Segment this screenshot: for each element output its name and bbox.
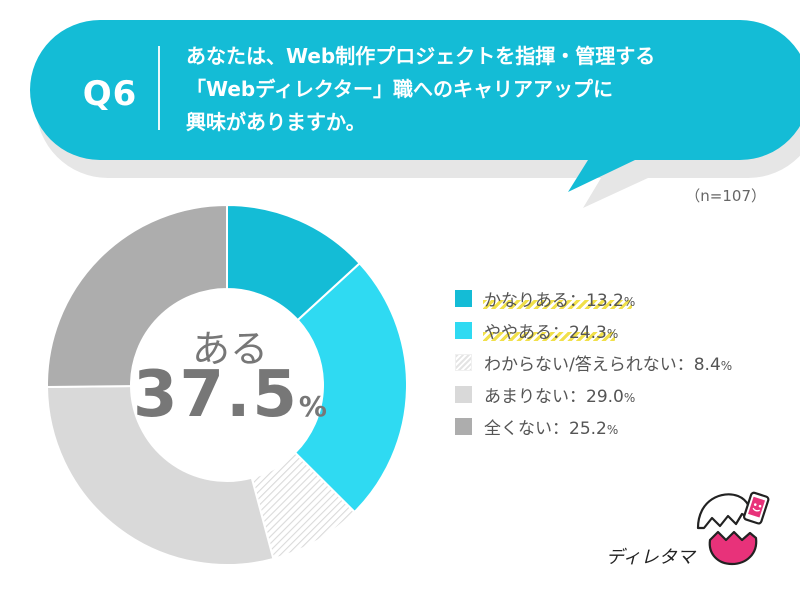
donut-center-unit: %	[298, 390, 327, 423]
legend-highlight	[483, 300, 632, 309]
legend-value: 24.3	[569, 322, 607, 343]
legend-value: 29.0	[586, 386, 624, 407]
question-line: あなたは、Web制作プロジェクトを指揮・管理する	[186, 44, 656, 68]
legend-label: 全くない	[484, 418, 552, 439]
legend-label: わからない/答えられない	[484, 354, 677, 375]
logo-wordmark: ディレタマ	[606, 547, 695, 568]
legend-unit: %	[623, 390, 636, 405]
legend-unit: %	[720, 358, 733, 373]
donut-center-number: 37.5	[133, 358, 299, 432]
legend-unit: %	[623, 294, 636, 309]
legend-item: わからない/答えられない：8.4%	[455, 346, 732, 378]
legend-value: 25.2	[569, 418, 607, 439]
legend-item: かなりある：13.2%	[455, 282, 732, 314]
legend-unit: %	[606, 326, 619, 341]
legend-item: あまりない：29.0%	[455, 378, 732, 410]
legend-item: 全くない：25.2%	[455, 410, 732, 442]
legend-label: あまりない	[484, 386, 569, 407]
legend-swatch	[455, 321, 472, 339]
legend-highlight	[483, 332, 615, 341]
legend-swatch	[455, 289, 472, 307]
sample-size: （n=107）	[685, 187, 766, 205]
legend-swatch	[455, 353, 472, 371]
legend: かなりある：13.2% ややある：24.3% わからない/答えられない：8.4%…	[455, 282, 732, 442]
egg-mascot-icon	[696, 491, 770, 566]
donut-slice-2	[293, 261, 408, 514]
donut-slice-5	[46, 203, 228, 388]
question-number: Q6	[82, 74, 138, 114]
legend-unit: %	[606, 422, 619, 437]
legend-label: かなりある	[484, 290, 569, 311]
question-line: 興味がありますか。	[186, 110, 366, 134]
donut-center-value: 37.5%	[110, 358, 350, 432]
legend-value: 13.2	[586, 290, 624, 311]
question-divider	[158, 46, 160, 130]
legend-swatch	[455, 417, 472, 435]
legend-swatch	[455, 385, 472, 403]
legend-value: 8.4	[693, 354, 721, 375]
legend-item: ややある：24.3%	[455, 314, 732, 346]
donut-slice-4	[45, 385, 275, 566]
question-text: あなたは、Web制作プロジェクトを指揮・管理する 「Webディレクター」職へのキ…	[186, 40, 746, 139]
donut-chart	[45, 203, 408, 566]
legend-label: ややある	[484, 322, 552, 343]
question-line: 「Webディレクター」職へのキャリアアップに	[186, 77, 614, 101]
donut-center-label: ある	[191, 327, 268, 371]
question-bubble	[30, 20, 800, 208]
